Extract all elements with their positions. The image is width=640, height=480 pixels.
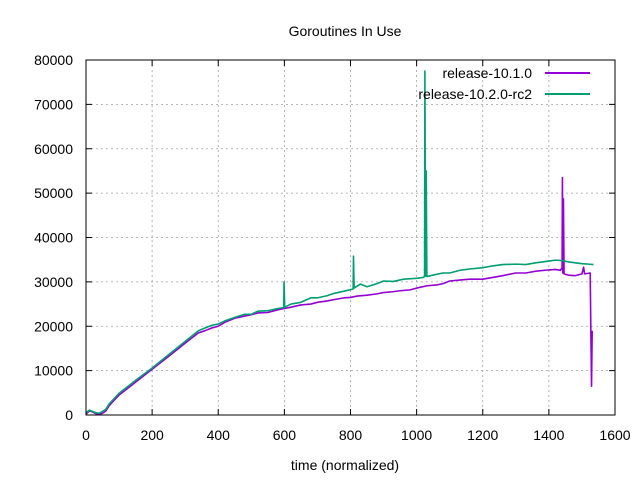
y-tick-label: 20000: [34, 318, 73, 334]
x-tick-label: 800: [339, 427, 363, 443]
x-tick-label: 200: [140, 427, 164, 443]
y-tick-label: 50000: [34, 185, 73, 201]
series-line-1: [85, 70, 594, 415]
x-tick-label: 600: [273, 427, 297, 443]
axes: 0 200 400 600 800 1000 1200 1400 1600 0 10000 20000…: [34, 52, 631, 443]
y-tick-label: 40000: [34, 230, 73, 246]
x-axis-label: time (normalized): [291, 457, 399, 473]
legend-label: release-10.1.0: [442, 65, 532, 81]
y-tick-label: 10000: [34, 363, 73, 379]
y-tick-label: 60000: [34, 141, 73, 157]
x-tick-label: 400: [207, 427, 231, 443]
legend-label: release-10.2.0-rc2: [418, 86, 532, 102]
chart-title: Goroutines In Use: [289, 23, 402, 39]
y-tick-label: 0: [65, 407, 73, 423]
y-tick-label: 30000: [34, 274, 73, 290]
x-tick-label: 1200: [467, 427, 498, 443]
x-tick-label: 0: [82, 427, 90, 443]
x-tick-label: 1400: [533, 427, 564, 443]
x-tick-label: 1000: [401, 427, 432, 443]
legend: release-10.1.0 release-10.2.0-rc2: [418, 65, 590, 102]
x-tick-label: 1600: [599, 427, 630, 443]
plot-area: [85, 70, 594, 415]
y-tick-label: 80000: [34, 52, 73, 68]
series-line-0: [85, 176, 593, 415]
y-tick-label: 70000: [34, 96, 73, 112]
grid: [86, 60, 615, 415]
